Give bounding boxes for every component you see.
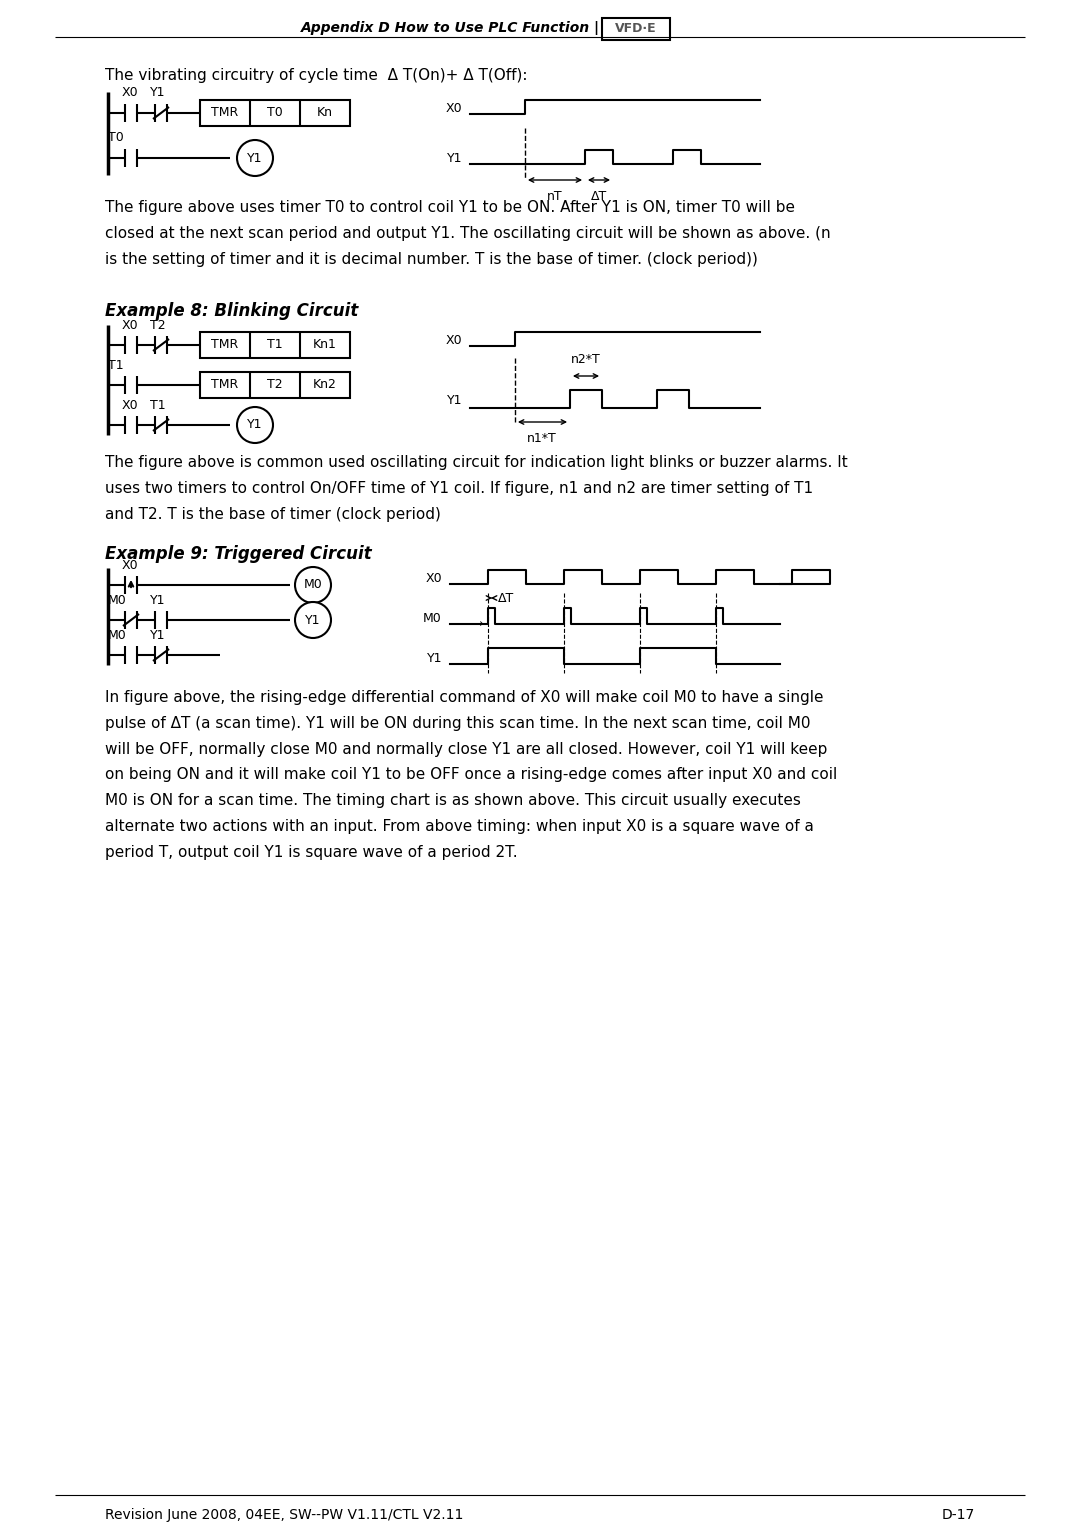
Text: Kn1: Kn1	[313, 339, 337, 351]
Text: T1: T1	[150, 399, 165, 413]
Text: Y1: Y1	[150, 86, 165, 100]
Text: T0: T0	[108, 130, 124, 144]
Text: D-17: D-17	[942, 1508, 975, 1522]
Text: ΔT: ΔT	[498, 592, 514, 604]
Text: Y1: Y1	[247, 419, 262, 431]
Text: X0: X0	[122, 319, 138, 331]
Text: Y1: Y1	[150, 594, 165, 607]
Text: T0: T0	[267, 106, 283, 120]
Text: X0: X0	[122, 399, 138, 413]
Text: T2: T2	[267, 379, 283, 391]
Text: Revision June 2008, 04EE, SW--PW V1.11/CTL V2.11: Revision June 2008, 04EE, SW--PW V1.11/C…	[105, 1508, 463, 1522]
Bar	[602, 18, 670, 40]
Text: In figure above, the rising-edge differential command of X0 will make coil M0 to: In figure above, the rising-edge differe…	[105, 690, 837, 859]
Bar	[200, 331, 350, 357]
Text: Example 8: Blinking Circuit: Example 8: Blinking Circuit	[105, 302, 359, 321]
Text: n2*T: n2*T	[571, 353, 600, 367]
Text: n1*T: n1*T	[527, 433, 557, 445]
Text: X0: X0	[426, 572, 442, 584]
Text: T2: T2	[150, 319, 165, 331]
Text: M0: M0	[423, 612, 442, 624]
Text: Y1: Y1	[446, 152, 462, 164]
Text: TMR: TMR	[212, 379, 239, 391]
Circle shape	[237, 140, 273, 176]
Text: X0: X0	[445, 333, 462, 347]
Bar	[200, 373, 350, 397]
Text: The vibrating circuitry of cycle time  Δ T(On)+ Δ T(Off):: The vibrating circuitry of cycle time Δ …	[105, 67, 527, 83]
Text: X0: X0	[445, 101, 462, 115]
Text: VFD·E: VFD·E	[616, 23, 657, 35]
Text: M0: M0	[108, 629, 126, 643]
Text: Kn: Kn	[318, 106, 333, 120]
Text: T1: T1	[267, 339, 283, 351]
Circle shape	[295, 601, 330, 638]
Text: Y1: Y1	[446, 394, 462, 407]
Text: nT: nT	[548, 190, 563, 202]
Text: X0: X0	[122, 86, 138, 100]
Text: X0: X0	[122, 558, 138, 572]
Text: →: →	[474, 620, 483, 629]
Bar	[200, 100, 350, 126]
Text: Y1: Y1	[427, 652, 442, 664]
Circle shape	[295, 568, 330, 603]
Text: The figure above is common used oscillating circuit for indication light blinks : The figure above is common used oscillat…	[105, 456, 848, 522]
Text: Kn2: Kn2	[313, 379, 337, 391]
Text: Example 9: Triggered Circuit: Example 9: Triggered Circuit	[105, 545, 372, 563]
Text: ΔT: ΔT	[591, 190, 607, 202]
Circle shape	[237, 407, 273, 443]
Text: Appendix D How to Use PLC Function |: Appendix D How to Use PLC Function |	[301, 21, 600, 35]
Text: Y1: Y1	[306, 614, 321, 626]
Text: M0: M0	[303, 578, 322, 592]
Text: Y1: Y1	[247, 152, 262, 164]
Text: Y1: Y1	[150, 629, 165, 643]
Text: TMR: TMR	[212, 106, 239, 120]
Text: T1: T1	[108, 359, 123, 373]
Text: TMR: TMR	[212, 339, 239, 351]
Text: The figure above uses timer T0 to control coil Y1 to be ON. After Y1 is ON, time: The figure above uses timer T0 to contro…	[105, 199, 831, 267]
Text: M0: M0	[108, 594, 126, 607]
